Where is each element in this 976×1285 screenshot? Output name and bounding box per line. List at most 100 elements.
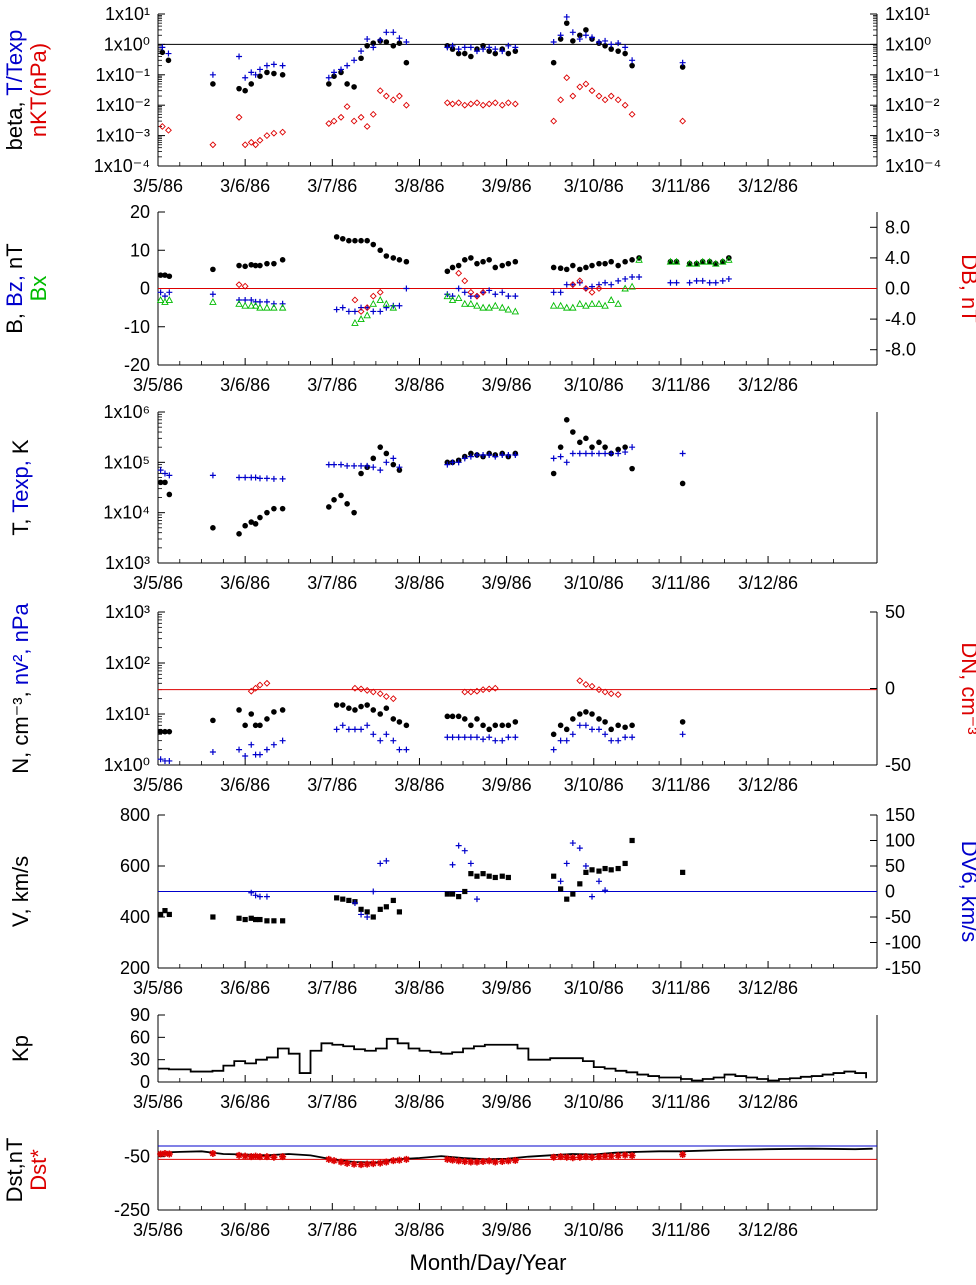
data-point (257, 514, 263, 521)
x-tick-label: 3/10/86 (564, 1092, 624, 1112)
data-point (248, 261, 255, 268)
data-point (248, 519, 255, 525)
data-point (376, 1159, 384, 1167)
data-point (340, 896, 346, 902)
data-point (252, 141, 260, 149)
data-point (577, 881, 583, 887)
data-point (279, 62, 286, 69)
data-point (629, 274, 636, 281)
data-point (251, 301, 260, 309)
series-line (157, 1147, 873, 1164)
data-point (570, 716, 576, 722)
data-point (550, 289, 557, 296)
x-tick-label: 3/7/86 (307, 1220, 357, 1240)
y-axis-label: nKT(nPa) (26, 43, 51, 137)
data-point (686, 279, 693, 286)
data-point (512, 48, 519, 54)
data-point (576, 36, 583, 43)
data-point (473, 1158, 481, 1166)
data-point (236, 53, 243, 60)
data-point (390, 255, 397, 261)
data-point (444, 891, 450, 897)
data-point (339, 702, 346, 708)
data-point (449, 1156, 457, 1164)
data-point (569, 29, 576, 36)
y-tick-label-right: -100 (885, 933, 921, 953)
y-tick-label-right: 0 (885, 882, 895, 902)
data-point (390, 897, 396, 904)
data-point (444, 461, 451, 468)
data-point (479, 1157, 487, 1165)
y-tick-label: 1x10¹ (105, 4, 150, 24)
data-point (383, 904, 389, 910)
data-point (158, 911, 164, 918)
data-point (449, 459, 456, 466)
y-tick-label: 90 (130, 1005, 150, 1025)
x-tick-label: 3/7/86 (307, 176, 357, 196)
y-axis-label: Bx (26, 276, 51, 302)
data-point (474, 716, 480, 722)
x-tick-label: 3/5/86 (133, 775, 183, 795)
data-point (557, 444, 564, 450)
data-point (635, 255, 643, 263)
data-point (596, 716, 602, 722)
data-point (725, 255, 733, 263)
x-tick-label: 3/12/86 (738, 573, 798, 593)
x-tick-label: 3/5/86 (133, 1220, 183, 1240)
y-tick-label: 1x10⁻⁴ (94, 156, 150, 176)
data-point (672, 257, 681, 265)
data-point (601, 688, 609, 696)
data-point (339, 722, 346, 729)
data-point (589, 444, 595, 450)
x-tick-label: 3/7/86 (307, 375, 357, 395)
series-0 (157, 702, 686, 738)
data-point (370, 464, 377, 471)
data-point (242, 474, 249, 481)
data-point (718, 257, 727, 265)
data-point (325, 74, 332, 81)
data-point (383, 857, 390, 864)
x-tick-label: 3/11/86 (652, 775, 711, 795)
data-point (279, 128, 287, 136)
data-point (491, 99, 499, 107)
y-axis-label: V, km/s (8, 856, 33, 927)
data-point (492, 291, 499, 298)
data-point (607, 92, 615, 100)
data-point (364, 42, 370, 49)
data-point (680, 869, 686, 875)
data-point (621, 284, 629, 292)
data-point (468, 450, 474, 457)
series-2 (247, 677, 622, 703)
data-point (369, 1160, 377, 1168)
data-point (712, 260, 719, 267)
x-tick-label: 3/8/86 (394, 1092, 444, 1112)
data-point (351, 462, 358, 469)
y-axis-label: Dst* (26, 1149, 51, 1191)
data-point (156, 296, 165, 303)
data-point (563, 416, 570, 423)
data-point (499, 262, 506, 269)
data-point (343, 1159, 351, 1167)
y-axis-label: Dst,nT (2, 1138, 27, 1203)
y-tick-label: -10 (124, 317, 150, 337)
data-point (499, 873, 505, 879)
data-point (725, 275, 732, 282)
data-point (279, 707, 286, 713)
y-axis-label-part: Bz, (2, 269, 27, 307)
data-point (166, 289, 173, 296)
data-point (370, 44, 377, 51)
data-point (364, 462, 371, 469)
x-tick-label: 3/8/86 (394, 1220, 444, 1240)
data-point (358, 470, 364, 477)
y-tick-label-right: 1x10¹ (885, 4, 930, 24)
data-point (162, 479, 168, 486)
data-point (576, 83, 584, 91)
data-point (279, 257, 286, 263)
y-axis-label-part: N, cm⁻³, (8, 685, 33, 774)
data-point (159, 49, 166, 56)
data-point (486, 726, 492, 733)
data-point (396, 746, 403, 753)
x-tick-label: 3/5/86 (133, 978, 183, 998)
series-3 (235, 269, 603, 315)
y-axis-label: Kp (8, 1035, 33, 1062)
